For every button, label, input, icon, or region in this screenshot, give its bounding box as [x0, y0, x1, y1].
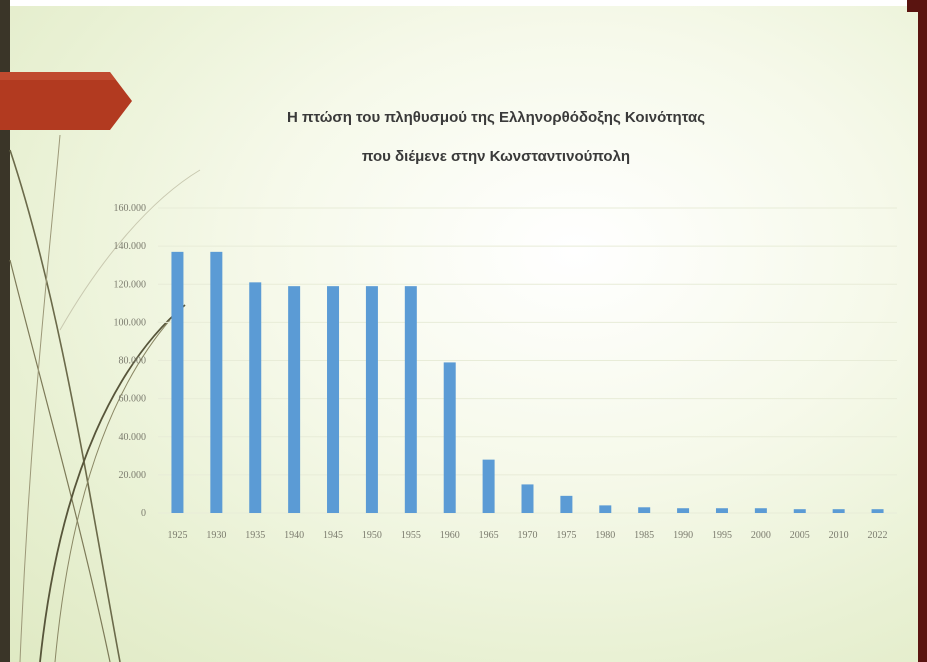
y-tick-label: 20.000 — [119, 470, 147, 481]
bar-1930 — [210, 251, 223, 513]
y-tick-label: 40.000 — [119, 432, 147, 443]
bar-1940 — [288, 286, 301, 513]
x-tick-label: 2010 — [829, 530, 849, 541]
bar-1995 — [715, 508, 728, 513]
top-edge — [10, 0, 918, 6]
bar-1935 — [249, 282, 262, 513]
swoosh-line — [19, 134, 61, 662]
x-tick-label: 1995 — [712, 530, 732, 541]
x-axis-ticks: 1925 1930 1935 1940 1945 1950 1955 1960 1965 1970… — [167, 530, 887, 541]
bar-2010 — [832, 509, 845, 513]
y-tick-label: 120.000 — [114, 279, 147, 290]
bar-1965 — [482, 459, 495, 513]
bar-1950 — [365, 286, 378, 513]
bar-2000 — [754, 508, 767, 513]
bar-2005 — [793, 509, 806, 513]
bar-1975 — [560, 495, 573, 513]
x-tick-label: 1980 — [595, 530, 615, 541]
bar-1980 — [599, 505, 612, 513]
x-tick-label: 2022 — [868, 530, 888, 541]
x-tick-label: 1965 — [479, 530, 499, 541]
y-tick-label: 100.000 — [114, 317, 147, 328]
y-tick-label: 80.000 — [119, 356, 147, 367]
x-tick-label: 1975 — [556, 530, 576, 541]
bar-1970 — [521, 484, 534, 513]
bar-1985 — [638, 507, 651, 513]
right-frame-edge — [918, 0, 927, 662]
x-tick-label: 1945 — [323, 530, 343, 541]
x-tick-label: 1960 — [440, 530, 460, 541]
swoosh-line — [54, 319, 171, 662]
y-tick-label: 160.000 — [114, 203, 147, 214]
swoosh-line — [9, 259, 111, 662]
x-tick-label: 1940 — [284, 530, 304, 541]
bar-1925 — [171, 251, 184, 513]
y-axis-ticks: 0 20.000 40.000 60.000 80.000 100.000 120.000 1… — [114, 203, 147, 519]
swoosh-line — [39, 304, 186, 662]
x-tick-label: 1985 — [634, 530, 654, 541]
y-tick-label: 60.000 — [119, 394, 147, 405]
x-tick-label: 2005 — [790, 530, 810, 541]
chart-title: Η πτώση του πληθυσμού της Ελληνορθόδοξης… — [287, 109, 705, 126]
y-tick-label: 140.000 — [114, 241, 147, 252]
slide-accent-arrow — [0, 72, 132, 130]
x-tick-label: 1925 — [167, 530, 187, 541]
y-tick-label: 0 — [141, 508, 146, 519]
x-tick-label: 1970 — [518, 530, 538, 541]
chart-subtitle: που διέμενε στην Κωνσταντινούπολη — [362, 148, 630, 165]
right-frame-corner — [907, 0, 927, 12]
bar-2022 — [871, 509, 884, 513]
bar-1955 — [404, 286, 417, 513]
x-tick-label: 1955 — [401, 530, 421, 541]
x-tick-label: 1935 — [245, 530, 265, 541]
gridlines — [158, 207, 897, 514]
bars — [171, 251, 884, 513]
x-tick-label: 1990 — [673, 530, 693, 541]
swoosh-line — [59, 169, 201, 331]
bar-1945 — [327, 286, 340, 513]
x-tick-label: 1950 — [362, 530, 382, 541]
swoosh-line — [9, 149, 121, 662]
x-tick-label: 2000 — [751, 530, 771, 541]
bar-1960 — [443, 362, 456, 513]
left-frame-edge — [0, 0, 10, 662]
bar-1990 — [677, 508, 690, 513]
x-tick-label: 1930 — [206, 530, 226, 541]
